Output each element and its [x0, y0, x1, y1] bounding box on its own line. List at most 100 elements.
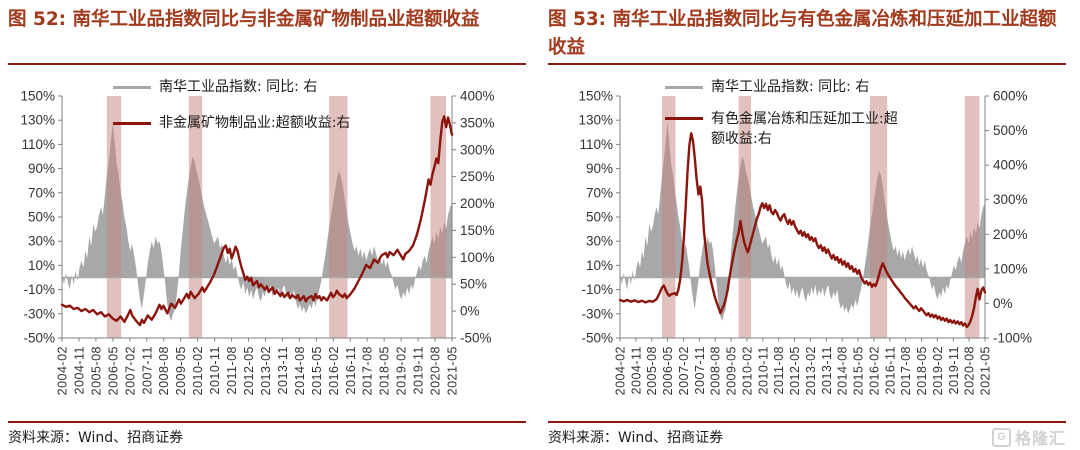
- y-axis-right-label: 400%: [993, 158, 1028, 173]
- legend-nanhua-index: 南华工业品指数: 同比: 右: [665, 77, 869, 97]
- y-axis-right-label: 100%: [460, 250, 495, 265]
- y-axis-right-label: -50%: [460, 331, 492, 346]
- y-axis-left-label: 150%: [578, 89, 613, 104]
- x-axis-label: 2008-08: [709, 346, 723, 395]
- y-axis-right-label: 0%: [993, 296, 1013, 311]
- y-axis-left-label: 30%: [586, 234, 613, 249]
- footer-rule: [548, 421, 1066, 423]
- x-axis-label: 2012-05: [242, 346, 256, 395]
- y-axis-right-label: 250%: [460, 169, 495, 184]
- gelonghui-watermark: G 格隆汇: [991, 425, 1066, 449]
- y-axis-right-label: 150%: [460, 223, 495, 238]
- legend-excess-return: 非金属矿物制品业:超额收益:右: [113, 113, 350, 133]
- y-axis-left-label: 110%: [579, 137, 613, 152]
- y-axis-right-label: 500%: [993, 123, 1028, 138]
- x-axis-label: 2015-05: [310, 346, 324, 395]
- x-axis-label: 2019-02: [395, 346, 409, 395]
- x-axis-label: 2010-11: [756, 346, 770, 394]
- source-row: 资料来源：Wind、招商证券: [8, 426, 526, 448]
- y-axis-left-label: 50%: [28, 210, 55, 225]
- x-axis-label: 2016-02: [867, 346, 881, 395]
- y-axis-right: 600% 500% 400% 300% 200% 100% 0% -100%: [985, 89, 1032, 346]
- y-axis-right-label: 400%: [460, 89, 495, 104]
- x-axis-label: 2015-05: [852, 346, 866, 395]
- y-axis-right-label: 100%: [993, 261, 1028, 276]
- nanhua-index-area: [62, 122, 452, 322]
- x-axis-label: 2021-05: [446, 346, 460, 395]
- x-axis-label: 2018-05: [378, 346, 392, 395]
- x-axis-label: 2016-11: [883, 346, 897, 394]
- y-axis-left-label: 10%: [586, 258, 613, 273]
- x-axis-label: 2007-11: [693, 346, 707, 394]
- y-axis-left-label: 130%: [20, 113, 55, 128]
- x-axis-label: 2021-05: [979, 346, 993, 395]
- y-axis-right-label: 300%: [460, 142, 495, 157]
- x-axis-label: 2013-02: [259, 346, 273, 395]
- x-axis-label: 2013-11: [820, 346, 834, 394]
- figure-52-panel: 图 52: 南华工业品指数同比与非金属矿物制品业超额收益 150% 130% 110…: [0, 9, 540, 448]
- x-axis-label: 2018-05: [915, 346, 929, 395]
- y-axis-left-label: -30%: [23, 306, 55, 321]
- x-axis-label: 2008-08: [157, 346, 171, 395]
- y-axis-left: 150% 130% 110% 90% 70% 50% 30% 10% -10% -30% -50%: [578, 89, 620, 346]
- y-axis-left-label: 10%: [28, 258, 55, 273]
- x-axis-label: 2016-11: [344, 346, 358, 394]
- x-axis-label: 2007-02: [677, 346, 691, 395]
- x-axis-labels: 2004-02 2004-11 2005-08 2006-05 2007-02 2007-…: [56, 338, 460, 395]
- y-axis-left-label: 110%: [21, 137, 55, 152]
- x-axis-label: 2020-08: [963, 346, 977, 395]
- y-axis-right-label: 300%: [993, 192, 1028, 207]
- gelonghui-logo-text: 格隆汇: [1014, 429, 1066, 448]
- figure-53-panel: 图 53: 南华工业品指数同比与有色金属冶炼和压延加工业超额收益 150% 130…: [540, 0, 1080, 450]
- y-axis-right-label: -100%: [993, 331, 1032, 346]
- x-axis-label: 2004-02: [56, 346, 70, 395]
- x-axis-label: 2013-02: [804, 346, 818, 395]
- x-axis-label: 2017-08: [361, 346, 375, 395]
- y-axis-right-label: 350%: [460, 115, 495, 130]
- x-axis-label: 2007-02: [123, 346, 137, 395]
- y-axis-left-label: 150%: [20, 89, 55, 104]
- gelonghui-logo-icon: G: [991, 427, 1011, 447]
- figure-52-title: 图 52: 南华工业品指数同比与非金属矿物制品业超额收益: [8, 9, 480, 30]
- figure-53-title: 图 53: 南华工业品指数同比与有色金属冶炼和压延加工业超额收益: [548, 9, 1057, 58]
- x-axis-label: 2017-08: [899, 346, 913, 395]
- footer-rule: [8, 421, 526, 423]
- x-axis-label: 2016-02: [327, 346, 341, 395]
- x-axis-label: 2019-11: [947, 346, 961, 394]
- legend-label: 非金属矿物制品业:超额收益:右: [159, 115, 351, 131]
- x-axis-label: 2019-02: [931, 346, 945, 395]
- y-axis-left-label: -30%: [581, 306, 613, 321]
- y-axis-left-label: 130%: [578, 113, 613, 128]
- y-axis-right: 400% 350% 300% 250% 200% 150% 100% 50% 0% -50%: [452, 89, 495, 346]
- y-axis-left-label: -50%: [581, 331, 613, 346]
- x-axis-label: 2004-02: [614, 346, 628, 395]
- source-label: 资料来源：Wind、招商证券: [548, 430, 724, 446]
- y-axis-left-label: 90%: [586, 161, 613, 176]
- source-label: 资料来源：Wind、招商证券: [8, 430, 184, 446]
- y-axis-left: 150% 130% 110% 90% 70% 50% 30% 10% -10% -30% -50%: [20, 89, 62, 346]
- x-axis-label: 2009-05: [174, 346, 188, 395]
- x-axis-label: 2011-08: [772, 346, 786, 394]
- source-row: 资料来源：Wind、招商证券 G 格隆汇: [548, 426, 1066, 448]
- y-axis-right-label: 0%: [460, 304, 480, 319]
- figure-52-chart: 150% 130% 110% 90% 70% 50% 30% 10% -10% -30% -50% 4…: [0, 65, 540, 421]
- x-axis-label: 2004-11: [629, 346, 643, 394]
- gray-line-sample: [665, 85, 703, 89]
- legend-label: 南华工业品指数: 同比: 右: [711, 79, 870, 95]
- y-axis-right-label: 50%: [460, 277, 487, 292]
- x-axis-label: 2004-11: [72, 346, 86, 394]
- figure-53-chart: 150% 130% 110% 90% 70% 50% 30% 10% -10% -30% -50% 6…: [540, 65, 1080, 421]
- y-axis-right-label: 600%: [993, 89, 1028, 104]
- y-axis-right-label: 200%: [993, 227, 1028, 242]
- x-axis-label: 2006-05: [106, 346, 120, 395]
- x-axis-labels: 2004-02 2004-11 2005-08 2006-05 2007-02 2007-…: [614, 338, 993, 395]
- y-axis-left-label: 50%: [586, 210, 613, 225]
- x-axis-label: 2005-08: [645, 346, 659, 395]
- title-rule: [8, 63, 526, 65]
- nanhua-index-area: [620, 122, 985, 322]
- legend-label: 有色金属冶炼和压延加工业:超额收益:右: [711, 111, 898, 148]
- legend-label: 南华工业品指数: 同比: 右: [159, 79, 318, 95]
- x-axis-label: 2007-11: [140, 346, 154, 394]
- excess-return-line: [60, 115, 454, 327]
